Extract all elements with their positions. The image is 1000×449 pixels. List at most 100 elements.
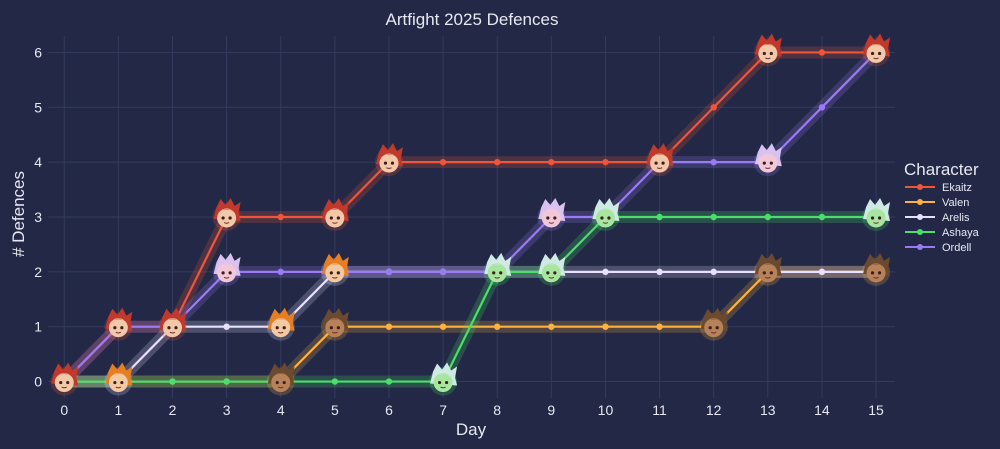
avatar-fringe <box>540 263 563 270</box>
avatar-mouth <box>115 331 122 334</box>
y-tick-label: 2 <box>34 264 42 280</box>
avatar-face <box>271 373 291 393</box>
avatar-eye <box>329 326 333 330</box>
avatar-eye <box>329 216 333 220</box>
avatar-eye <box>390 161 395 165</box>
avatar-eye <box>553 271 557 275</box>
avatar-ekaitz <box>104 307 133 341</box>
avatar-ashaya <box>429 362 458 396</box>
avatar-fringe <box>756 154 779 161</box>
avatar-mouth <box>277 331 284 334</box>
avatar-ekaitz <box>212 198 241 231</box>
avatar-face <box>162 318 182 338</box>
avatar-mouth <box>223 222 230 224</box>
avatar-mouth <box>656 167 663 169</box>
avatar-fringe <box>215 209 238 215</box>
data-point-valen <box>494 323 501 330</box>
avatar-face <box>866 43 886 63</box>
avatar-mouth <box>277 386 284 389</box>
avatar-mouth <box>332 276 338 279</box>
data-point-ordell <box>439 268 447 276</box>
avatar-face <box>217 208 237 228</box>
data-point-arelis <box>656 268 663 276</box>
avatar-eye <box>661 161 665 165</box>
avatar-eye <box>120 326 124 330</box>
avatar-mouth <box>386 167 392 169</box>
legend-item-ordell[interactable]: Ordell <box>942 242 971 254</box>
data-point-ekaitz <box>818 49 826 56</box>
avatar-mouth <box>873 276 879 279</box>
legend-swatch-marker <box>917 214 923 220</box>
avatar-eye <box>174 326 178 330</box>
avatar-eye <box>228 216 232 220</box>
avatar-face <box>650 153 670 173</box>
avatar-face <box>433 373 453 393</box>
avatar-face <box>541 263 561 283</box>
avatar-ashaya <box>537 252 566 286</box>
avatar-face <box>595 208 615 228</box>
avatar-eye <box>444 380 449 385</box>
avatar-fringe <box>53 373 76 380</box>
avatar-eye <box>275 380 279 385</box>
x-tick-label: 14 <box>814 402 830 418</box>
avatar-eye <box>282 326 286 330</box>
avatar-face <box>217 263 237 283</box>
avatar-fringe <box>702 318 725 325</box>
avatar-ordell <box>212 252 241 286</box>
legend-swatch-marker <box>917 244 923 250</box>
avatar-eye <box>553 216 557 220</box>
avatar-eye <box>336 326 340 330</box>
x-tick-label: 5 <box>331 402 339 418</box>
legend-item-ekaitz[interactable]: Ekaitz <box>942 182 972 194</box>
x-tick-label: 12 <box>706 402 722 418</box>
x-axis-label: Day <box>456 420 487 439</box>
avatar-arelis <box>266 307 295 341</box>
avatar-fringe <box>107 373 130 380</box>
avatar-eye <box>120 380 124 385</box>
legend-item-arelis[interactable]: Arelis <box>942 212 970 224</box>
avatar-valen <box>699 307 728 341</box>
y-tick-label: 1 <box>34 319 42 335</box>
avatar-eye <box>282 380 286 385</box>
data-point-ekaitz <box>439 158 447 166</box>
data-point-valen <box>602 323 609 330</box>
data-point-ashaya <box>223 378 230 385</box>
data-point-arelis <box>602 268 609 276</box>
avatar-eye <box>221 271 225 275</box>
y-tick-label: 5 <box>34 99 42 115</box>
avatar-eye <box>336 216 340 220</box>
avatar-ekaitz <box>320 198 349 231</box>
avatar-valen <box>862 252 891 286</box>
data-point-ekaitz <box>494 158 501 166</box>
avatar-face <box>758 43 778 63</box>
y-tick-label: 3 <box>34 209 42 225</box>
avatar-eye <box>708 326 712 330</box>
x-tick-label: 2 <box>169 402 177 418</box>
x-tick-label: 13 <box>760 402 776 418</box>
avatar-ekaitz <box>50 362 79 396</box>
avatar-face <box>487 263 507 283</box>
avatar-fringe <box>323 263 346 270</box>
legend-swatch-marker <box>917 199 923 205</box>
avatar-mouth <box>223 276 230 279</box>
data-point-arelis <box>223 323 230 330</box>
avatar-fringe <box>269 318 292 325</box>
data-point-ekaitz <box>602 158 609 166</box>
data-point-ashaya <box>656 213 663 221</box>
legend-item-ashaya[interactable]: Ashaya <box>942 227 980 239</box>
avatar-fringe <box>486 263 509 270</box>
avatar-fringe <box>865 44 888 51</box>
x-tick-label: 8 <box>493 402 501 418</box>
y-tick-label: 6 <box>34 44 42 60</box>
avatar-eye <box>877 51 882 56</box>
avatar-mouth <box>765 276 771 279</box>
avatar-face <box>866 208 886 228</box>
avatar-face <box>271 318 291 338</box>
legend-item-valen[interactable]: Valen <box>942 197 969 209</box>
data-point-arelis <box>710 268 717 276</box>
avatar-eye <box>715 326 719 330</box>
avatar-mouth <box>440 386 446 389</box>
avatar-ekaitz <box>862 33 891 67</box>
